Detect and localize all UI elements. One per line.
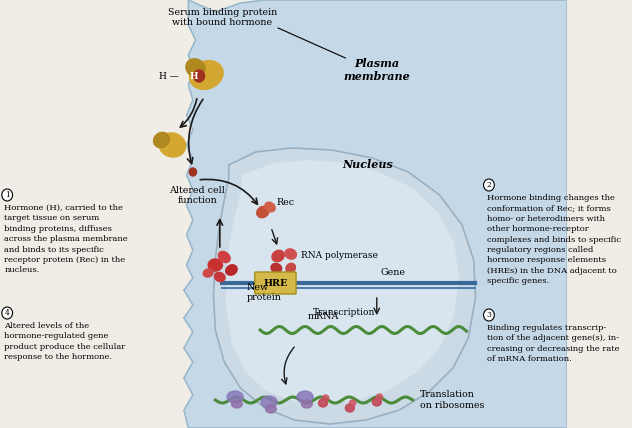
Ellipse shape <box>346 404 355 412</box>
Ellipse shape <box>261 396 277 408</box>
Ellipse shape <box>376 394 382 400</box>
Ellipse shape <box>322 395 329 401</box>
Text: mRNA: mRNA <box>307 312 339 321</box>
Circle shape <box>2 189 13 201</box>
Ellipse shape <box>208 259 222 271</box>
Ellipse shape <box>265 202 275 212</box>
Text: 4: 4 <box>4 309 9 317</box>
Ellipse shape <box>227 391 243 403</box>
Text: RNA polymerase: RNA polymerase <box>301 252 379 261</box>
Ellipse shape <box>257 206 269 218</box>
Text: 2: 2 <box>487 181 491 189</box>
Ellipse shape <box>349 400 356 406</box>
Ellipse shape <box>297 391 313 403</box>
Text: Altered levels of the
hormone-regulated gene
product produce the cellular
respon: Altered levels of the hormone-regulated … <box>4 322 126 361</box>
Circle shape <box>2 307 13 319</box>
Ellipse shape <box>214 272 225 282</box>
Text: Translation
on ribosomes: Translation on ribosomes <box>420 390 484 410</box>
Ellipse shape <box>186 59 205 77</box>
Ellipse shape <box>226 265 237 275</box>
Ellipse shape <box>159 133 186 157</box>
Ellipse shape <box>265 405 276 413</box>
Ellipse shape <box>301 400 312 408</box>
Text: Plasma
membrane: Plasma membrane <box>343 58 410 82</box>
Text: Altered cell
function: Altered cell function <box>169 186 225 205</box>
Text: Hormone binding changes the
conformation of Rec; it forms
homo- or heterodimers : Hormone binding changes the conformation… <box>487 194 621 285</box>
Text: 3: 3 <box>487 311 492 319</box>
Text: Binding regulates transcrip-
tion of the adjacent gene(s), in-
creasing or decre: Binding regulates transcrip- tion of the… <box>487 324 619 363</box>
Text: H: H <box>190 71 198 80</box>
Text: Hormone (H), carried to the
target tissue on serum
binding proteins, diffuses
ac: Hormone (H), carried to the target tissu… <box>4 204 128 274</box>
FancyBboxPatch shape <box>255 272 296 294</box>
Text: Serum binding protein
with bound hormone: Serum binding protein with bound hormone <box>168 8 277 27</box>
Ellipse shape <box>272 250 284 262</box>
Polygon shape <box>184 0 567 428</box>
Circle shape <box>483 179 494 191</box>
Ellipse shape <box>231 400 242 408</box>
Ellipse shape <box>372 398 381 406</box>
Circle shape <box>190 168 197 176</box>
Text: New
protein: New protein <box>246 283 282 303</box>
Ellipse shape <box>207 65 221 79</box>
Text: Transcription: Transcription <box>313 308 375 317</box>
Circle shape <box>483 309 494 321</box>
Ellipse shape <box>169 142 181 154</box>
Polygon shape <box>214 148 475 424</box>
Text: HRE: HRE <box>264 279 288 288</box>
Ellipse shape <box>319 399 327 407</box>
Text: 1: 1 <box>4 191 9 199</box>
Text: Nucleus: Nucleus <box>343 160 393 170</box>
Circle shape <box>194 70 205 82</box>
Ellipse shape <box>190 61 223 89</box>
Text: Rec: Rec <box>276 197 295 206</box>
Ellipse shape <box>271 264 282 273</box>
Ellipse shape <box>219 251 230 262</box>
Text: H —: H — <box>159 71 178 80</box>
Ellipse shape <box>204 269 213 277</box>
Text: Gene: Gene <box>380 268 406 277</box>
Ellipse shape <box>286 263 295 273</box>
Ellipse shape <box>154 132 169 148</box>
Ellipse shape <box>285 249 296 259</box>
Polygon shape <box>226 160 459 404</box>
